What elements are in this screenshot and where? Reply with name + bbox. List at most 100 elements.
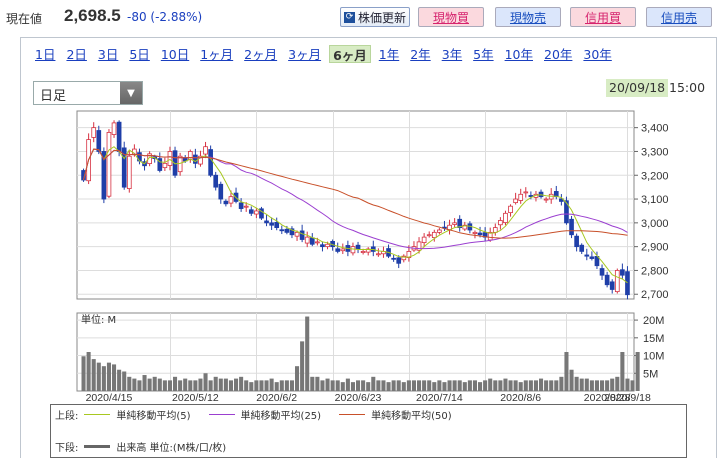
cash-buy-button[interactable]: 現物買 <box>418 7 484 27</box>
candle-body <box>299 230 305 240</box>
tab-5[interactable]: 10日 <box>160 47 190 62</box>
tab-7[interactable]: 2ヶ月 <box>244 47 278 62</box>
margin-buy-button[interactable]: 信用買 <box>570 7 636 27</box>
candle-body <box>157 158 163 171</box>
volume-bar <box>579 378 584 391</box>
tab-9[interactable]: 6ヶ月 <box>329 45 371 63</box>
candle-body <box>193 154 198 164</box>
tab-1[interactable]: 1日 <box>35 47 56 62</box>
margin-sell-button[interactable]: 信用売 <box>646 7 712 27</box>
candle-body <box>589 256 595 259</box>
tab-13[interactable]: 5年 <box>473 47 494 62</box>
x-tick-label: 2020/6/23 <box>335 392 382 404</box>
candle-body <box>543 198 549 201</box>
volume-bar <box>350 382 355 391</box>
candle-body <box>625 271 630 296</box>
candle-body <box>294 231 300 237</box>
volume-bar <box>142 375 147 391</box>
volume-bar <box>452 380 457 391</box>
tab-11[interactable]: 2年 <box>410 47 431 62</box>
candle-body <box>452 222 457 225</box>
tab-12[interactable]: 3年 <box>441 47 463 62</box>
tab-6[interactable]: 1ヶ月 <box>200 47 234 62</box>
candle-body <box>126 155 132 189</box>
legend-upper-label: 上段: <box>55 410 79 422</box>
candle-body <box>91 127 97 138</box>
volume-bar <box>559 376 564 391</box>
volume-tick-label: 5M <box>643 368 658 380</box>
volume-bar <box>193 380 198 391</box>
price-tick-label: 3,400 <box>641 123 669 135</box>
volume-bar <box>396 380 401 391</box>
tab-2[interactable]: 2日 <box>66 47 87 62</box>
volume-bar <box>437 380 442 391</box>
candle-body <box>376 253 381 256</box>
volume-bar <box>218 378 223 391</box>
volume-bar <box>503 378 508 391</box>
refresh-price-button[interactable]: ⟳ 株価更新 <box>340 7 410 27</box>
tab-4[interactable]: 5日 <box>129 47 150 62</box>
price-tick-label: 2,800 <box>641 265 669 277</box>
volume-bar <box>442 382 447 391</box>
volume-bar <box>228 380 233 391</box>
volume-bar <box>605 380 610 391</box>
candle-body <box>101 151 107 200</box>
volume-bar <box>91 359 96 391</box>
volume-plot-frame <box>76 312 635 392</box>
x-tick-label: 2020/5/12 <box>172 392 219 404</box>
volume-bar <box>244 380 249 391</box>
volume-bar <box>345 378 350 391</box>
candle-body <box>518 193 524 201</box>
tab-14[interactable]: 10年 <box>504 47 533 62</box>
candle-body <box>254 210 259 215</box>
price-tick-label: 2,900 <box>641 242 669 254</box>
volume-tick-label: 20M <box>643 315 664 327</box>
volume-bar <box>178 380 183 391</box>
candle-body <box>116 121 122 152</box>
candle-body <box>274 221 280 229</box>
tab-15[interactable]: 20年 <box>544 47 573 62</box>
candle-body <box>325 243 330 248</box>
chart-legend: 上段: 単純移動平均(5) 単純移動平均(25) 単純移動平均(50) 下段: … <box>50 404 687 458</box>
candle-body <box>213 174 219 188</box>
volume-bar <box>284 380 289 391</box>
candle-body <box>391 257 396 260</box>
candle-body <box>198 155 203 165</box>
legend-ma50: 単純移動平均(50) <box>333 407 452 422</box>
candle-body <box>203 146 208 155</box>
volume-bar <box>117 369 122 391</box>
x-tick-label: 2020/7/14 <box>416 392 463 404</box>
interval-select-value: 日足 <box>40 89 67 104</box>
interval-select[interactable]: 日足 ▼ <box>33 81 143 105</box>
cash-sell-button[interactable]: 現物売 <box>495 7 561 27</box>
volume-bar <box>137 380 142 391</box>
candle-body <box>187 151 193 160</box>
x-tick-label: 2020/8/6 <box>500 392 541 404</box>
volume-tick-label: 10M <box>643 351 664 363</box>
candle-body <box>315 241 320 244</box>
volume-bar <box>472 380 477 391</box>
refresh-icon: ⟳ <box>343 11 355 23</box>
candle-body <box>523 191 529 194</box>
volume-bar <box>340 382 345 391</box>
tab-16[interactable]: 30年 <box>583 47 612 62</box>
candle-body <box>416 241 422 251</box>
tab-3[interactable]: 3日 <box>97 47 119 62</box>
volume-bar <box>625 378 630 391</box>
volume-bar <box>356 380 361 391</box>
volume-bar <box>569 369 574 391</box>
volume-bar <box>259 380 264 391</box>
volume-bar <box>315 376 320 391</box>
volume-bar <box>310 376 315 391</box>
candle-body <box>508 205 513 214</box>
volume-bar <box>239 376 244 391</box>
tab-10[interactable]: 1年 <box>378 47 400 62</box>
candle-body <box>401 255 407 261</box>
candle-body <box>604 274 610 286</box>
x-tick-label: 2020/9/18 <box>604 392 651 404</box>
volume-bar <box>157 378 162 391</box>
tab-8[interactable]: 3ヶ月 <box>288 47 322 62</box>
volume-bar <box>295 366 300 391</box>
volume-bar <box>615 376 620 391</box>
